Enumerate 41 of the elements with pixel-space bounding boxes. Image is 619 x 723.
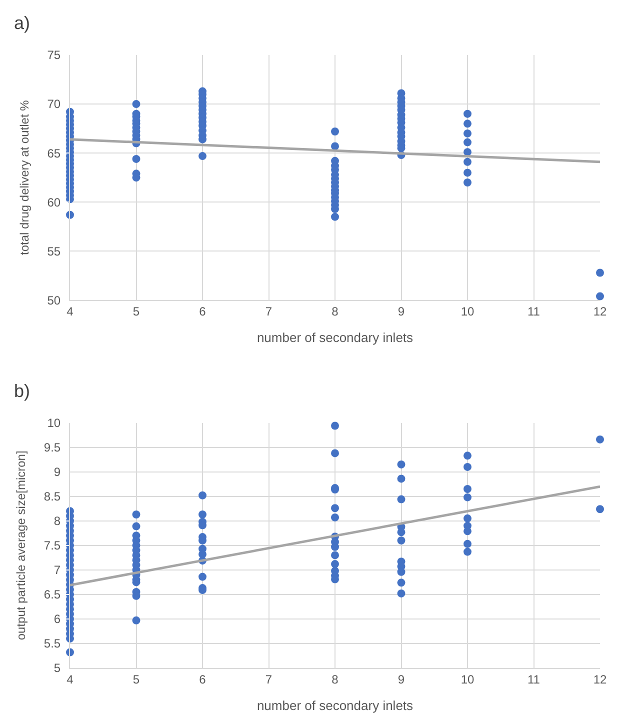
y-tick-label: 55 [47,244,61,258]
x-tick-label: 6 [199,672,206,686]
x-tick-label: 5 [132,304,140,319]
y-tick-label: 8 [54,514,61,528]
x-axis-title: number of secondary inlets [256,330,414,346]
x-tick-label: 8 [332,304,339,319]
x-tick-label: 4 [66,304,74,319]
y-tick-label: 60 [47,195,61,210]
y-tick-label: 70 [47,97,61,112]
y-tick-label: 10 [47,416,61,430]
x-tick-label: 4 [66,672,74,686]
y-axis-title: output particle average size[micron] [14,450,28,640]
x-tick-label: 10 [460,304,474,319]
x-tick-label: 6 [199,304,206,319]
y-tick-label: 9 [54,465,61,480]
x-tick-label: 11 [528,672,540,686]
x-tick-label: 12 [593,304,607,319]
y-tick-label: 5 [54,661,61,676]
y-tick-label: 6.5 [44,588,61,602]
x-tick-label: 7 [265,672,272,686]
y-tick-label: 8.5 [44,490,61,504]
x-axis-title: number of secondary inlets [256,698,414,713]
y-tick-label: 7.5 [44,538,61,553]
y-tick-label: 65 [47,146,61,160]
chart-title: b) [14,381,30,401]
x-tick-label: 10 [460,672,474,686]
x-tick-label: 5 [132,672,140,686]
x-tick-label: 11 [528,304,540,319]
y-tick-label: 7 [54,563,61,578]
y-tick-label: 75 [47,48,61,62]
x-tick-label: 12 [593,672,607,686]
y-tick-label: 6 [54,612,61,626]
y-tick-label: 50 [47,293,61,308]
x-tick-label: 7 [265,304,272,319]
chart-title: a) [14,13,30,33]
x-tick-label: 8 [332,672,339,686]
x-tick-label: 9 [398,304,405,319]
y-axis-title: total drug delivery at outlet % [18,100,32,255]
x-tick-label: 9 [398,672,405,686]
y-tick-label: 9.5 [44,440,61,455]
y-tick-label: 5.5 [44,636,61,651]
